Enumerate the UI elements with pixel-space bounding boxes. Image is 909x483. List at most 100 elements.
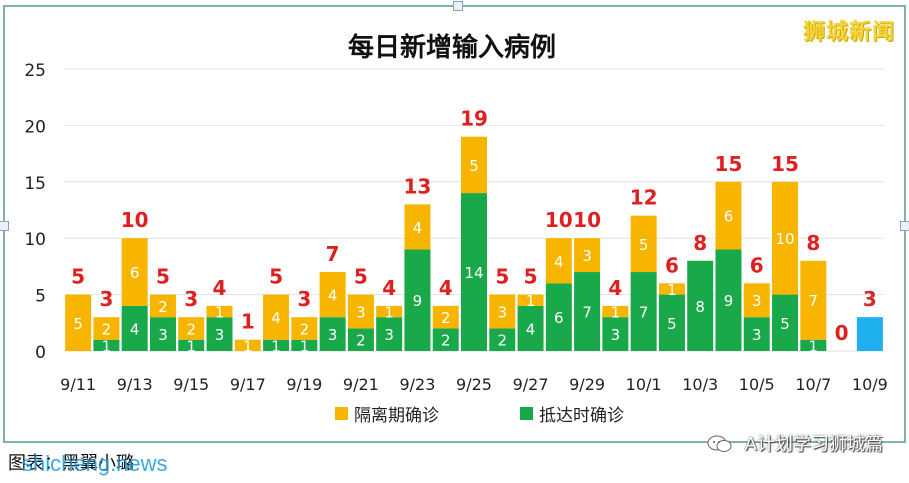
y-tick-label: 20 xyxy=(24,117,46,137)
total-label: 6 xyxy=(750,253,764,277)
bar-segment xyxy=(121,238,148,306)
y-tick-label: 0 xyxy=(35,343,46,363)
bar-segment xyxy=(234,339,261,351)
segment-label: 10 xyxy=(775,230,794,248)
segment-label: 1 xyxy=(384,304,394,322)
segment-label: 1 xyxy=(215,304,225,322)
x-tick-label: 9/11 xyxy=(60,375,96,394)
x-tick-label: 9/23 xyxy=(399,375,435,394)
segment-label: 5 xyxy=(667,315,677,333)
segment-label: 4 xyxy=(328,287,338,305)
bar-segment xyxy=(376,305,403,318)
segment-label: 3 xyxy=(752,292,762,310)
bar-segment xyxy=(800,339,827,351)
total-label: 3 xyxy=(863,287,877,311)
bar-segment xyxy=(206,305,233,318)
segment-label: 2 xyxy=(300,320,310,338)
x-tick-label: 9/15 xyxy=(173,375,209,394)
x-tick-label: 9/17 xyxy=(230,375,266,394)
segment-label: 6 xyxy=(130,264,140,282)
x-tick-label: 9/29 xyxy=(569,375,605,394)
total-label: 10 xyxy=(121,208,149,232)
x-tick-label: 9/27 xyxy=(513,375,549,394)
bar-segment xyxy=(630,272,657,351)
segment-label: 1 xyxy=(243,337,253,355)
bar-segment xyxy=(517,294,544,306)
resize-handle-left[interactable] xyxy=(0,221,9,231)
total-label: 10 xyxy=(545,208,573,232)
bar-segment xyxy=(263,294,290,340)
legend-label-quarantine: 隔离期确诊 xyxy=(354,406,439,426)
bar-segment xyxy=(178,339,205,351)
x-tick-label: 9/13 xyxy=(117,375,153,394)
total-label: 8 xyxy=(693,231,707,255)
legend-swatch-quarantine xyxy=(335,407,348,420)
total-label: 3 xyxy=(99,287,113,311)
bar-segment xyxy=(630,215,657,273)
bar-segment xyxy=(291,317,318,340)
caption-text: 图表：黑翼小璐 xyxy=(8,453,134,474)
resize-handle-top[interactable] xyxy=(453,1,463,11)
bar-segment xyxy=(65,294,92,351)
total-label: 4 xyxy=(608,276,622,300)
bar-segment xyxy=(432,328,459,351)
total-label: 13 xyxy=(404,174,432,198)
figure-caption: 图表：黑翼小璐 shicheng.news xyxy=(8,449,168,476)
segment-label: 5 xyxy=(639,236,649,254)
total-label: 5 xyxy=(156,265,170,289)
bar-segment xyxy=(461,136,487,194)
y-tick-label: 25 xyxy=(24,61,46,81)
chart-title: 每日新增输入病例 xyxy=(348,32,556,63)
bar-segment xyxy=(517,305,544,351)
bar-segment xyxy=(545,283,572,351)
bar-segment xyxy=(772,294,799,351)
segment-label: 1 xyxy=(667,281,677,299)
bar-segment xyxy=(461,193,487,351)
resize-handle-right[interactable] xyxy=(900,221,909,231)
bar-segment xyxy=(178,317,205,340)
bar-segment xyxy=(432,305,459,329)
bar-segment xyxy=(687,260,714,351)
segment-label: 4 xyxy=(130,320,140,338)
bar-segment xyxy=(93,317,120,340)
total-label: 5 xyxy=(495,265,509,289)
segment-label: 4 xyxy=(413,219,423,237)
x-axis-ticks: 9/11 9/13 9/15 9/17 9/19 9/21 9/23 9/25 9/27 9/29… xyxy=(60,375,888,394)
segment-label: 3 xyxy=(582,247,592,265)
total-label: 19 xyxy=(460,107,488,131)
total-label: 12 xyxy=(630,186,658,210)
segment-label: 7 xyxy=(639,304,649,322)
bar-segment xyxy=(856,317,883,351)
account-name: A计划学习狮城篇 xyxy=(744,434,883,455)
segment-label: 2 xyxy=(186,320,196,338)
segment-label: 14 xyxy=(464,264,483,282)
segment-label: 3 xyxy=(498,304,508,322)
bar-segment xyxy=(291,339,318,351)
segment-label: 2 xyxy=(498,332,508,350)
total-label: 5 xyxy=(269,265,283,289)
bar-segment xyxy=(263,339,290,351)
x-tick-label: 10/5 xyxy=(739,375,775,394)
x-tick-label: 10/1 xyxy=(626,375,662,394)
bar-segment xyxy=(347,294,374,329)
bar-segment xyxy=(489,294,516,329)
segment-label: 3 xyxy=(215,326,225,344)
segment-label: 8 xyxy=(695,298,705,316)
segment-label: 2 xyxy=(102,320,112,338)
bar-segment xyxy=(574,238,601,273)
segment-label: 3 xyxy=(158,326,168,344)
x-tick-label: 9/19 xyxy=(286,375,322,394)
total-label: 15 xyxy=(771,152,799,176)
segment-label: 3 xyxy=(328,326,338,344)
total-label: 4 xyxy=(382,276,396,300)
x-tick-label: 9/21 xyxy=(343,375,379,394)
bar-segment xyxy=(489,328,516,351)
data-labels: 5512346103251233141114512334723531494132… xyxy=(71,107,877,356)
bar-segment xyxy=(149,317,176,351)
segment-label: 1 xyxy=(809,337,819,355)
total-label: 3 xyxy=(297,287,311,311)
total-label: 5 xyxy=(71,265,85,289)
bar-segment xyxy=(319,317,346,351)
bar-segment xyxy=(800,260,827,340)
bar-segment xyxy=(715,181,742,250)
